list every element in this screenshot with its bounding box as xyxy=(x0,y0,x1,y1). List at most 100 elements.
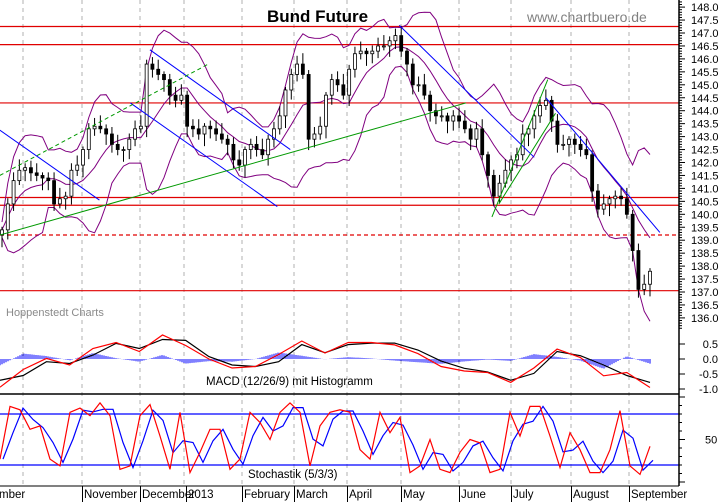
price-tick-label: 146.0 xyxy=(691,54,719,66)
candle-up xyxy=(0,229,4,236)
price-tick-label: 146.5 xyxy=(691,41,719,53)
axes: 148.0147.5147.0146.5146.0145.5145.0144.5… xyxy=(678,0,719,486)
candle-down xyxy=(590,154,595,192)
candle-down xyxy=(237,159,242,166)
candle-down xyxy=(480,128,485,156)
candle-up xyxy=(543,99,548,106)
candle-up xyxy=(144,63,149,127)
candle-up xyxy=(121,149,126,151)
trendline xyxy=(149,49,291,150)
price-tick-label: 136.0 xyxy=(691,313,719,325)
candle-down xyxy=(219,133,224,140)
macd-tick-label: -1.0 xyxy=(699,384,718,396)
trendline xyxy=(0,63,209,176)
candle-down xyxy=(40,175,45,179)
credit-label: Hoppenstedt Charts xyxy=(6,307,104,319)
price-tick-label: 140.5 xyxy=(691,196,719,208)
price-tick-label: 143.5 xyxy=(691,119,719,131)
candle-down xyxy=(34,172,39,176)
trendline xyxy=(398,24,535,158)
candle-down xyxy=(196,128,201,135)
candle-down xyxy=(636,250,641,290)
price-tick-label: 136.5 xyxy=(691,300,719,312)
candle-down xyxy=(619,195,623,200)
candle-up xyxy=(387,40,392,47)
candle-up xyxy=(57,198,62,205)
candle-up xyxy=(23,167,28,171)
stochastic-tick-label: 50 xyxy=(705,435,717,447)
bollinger-lower xyxy=(1,65,651,322)
trendline xyxy=(130,102,278,207)
candle-down xyxy=(46,177,51,182)
candle-up xyxy=(312,133,317,140)
trendline xyxy=(498,113,556,205)
candle-down xyxy=(306,74,311,140)
candle-up xyxy=(416,84,421,87)
candle-down xyxy=(422,84,427,96)
candle-down xyxy=(364,50,369,55)
candle-down xyxy=(445,115,450,122)
price-tick-label: 141.0 xyxy=(691,183,719,195)
candle-up xyxy=(266,138,271,156)
price-tick-label: 145.5 xyxy=(691,67,719,79)
candle-up xyxy=(648,270,652,285)
candle-up xyxy=(86,128,91,150)
bollinger-upper xyxy=(1,11,651,223)
candle-down xyxy=(468,128,473,140)
x-axis-label: March xyxy=(296,489,328,501)
candle-down xyxy=(341,84,346,96)
price-tick-label: 139.0 xyxy=(691,235,719,247)
horizontal-levels xyxy=(0,25,679,292)
candle-down xyxy=(549,99,554,122)
candle-down xyxy=(231,143,236,161)
candle-down xyxy=(110,133,114,145)
watermark: www.chartbuero.de xyxy=(526,9,647,25)
candle-up xyxy=(75,164,80,171)
candle-up xyxy=(376,45,380,52)
x-axis-label: September xyxy=(0,489,25,501)
price-tick-label: 144.0 xyxy=(691,106,719,118)
candle-down xyxy=(156,68,161,75)
trendline xyxy=(545,97,661,233)
candle-down xyxy=(462,120,467,130)
candle-down xyxy=(208,125,213,130)
candle-up xyxy=(329,79,334,96)
candle-down xyxy=(405,50,409,65)
candle-up xyxy=(561,143,566,146)
candle-up xyxy=(202,125,207,135)
candle-up xyxy=(358,50,363,55)
macd-panel xyxy=(0,334,679,395)
stochastic-label: Stochastik (5/3/3) xyxy=(248,469,338,481)
candle-down xyxy=(191,125,195,130)
candle-up xyxy=(17,169,22,182)
candle-up xyxy=(607,198,612,205)
candle-down xyxy=(260,149,265,156)
candle-up xyxy=(295,63,299,75)
trendline xyxy=(491,79,549,218)
candle-up xyxy=(81,149,85,166)
candle-up xyxy=(474,128,479,140)
candle-down xyxy=(214,128,218,135)
candle-down xyxy=(115,143,120,150)
candle-down xyxy=(162,74,166,81)
macd-tick-label: 0.5 xyxy=(703,339,718,351)
candle-up xyxy=(138,125,143,130)
x-axis-label: February xyxy=(244,489,290,501)
price-tick-label: 148.0 xyxy=(691,2,719,14)
price-tick-label: 137.5 xyxy=(691,274,719,286)
price-tick-label: 144.5 xyxy=(691,93,719,105)
candle-up xyxy=(567,138,571,145)
price-tick-label: 139.5 xyxy=(691,222,719,234)
candle-up xyxy=(538,105,542,117)
candle-down xyxy=(410,63,415,86)
price-tick-label: 145.0 xyxy=(691,80,719,92)
bollinger-bands xyxy=(1,11,651,322)
candle-up xyxy=(63,195,68,200)
candle-down xyxy=(150,63,155,70)
candle-up xyxy=(642,283,647,290)
candle-up xyxy=(353,53,357,70)
candle-up xyxy=(289,74,294,91)
candle-down xyxy=(434,110,438,117)
